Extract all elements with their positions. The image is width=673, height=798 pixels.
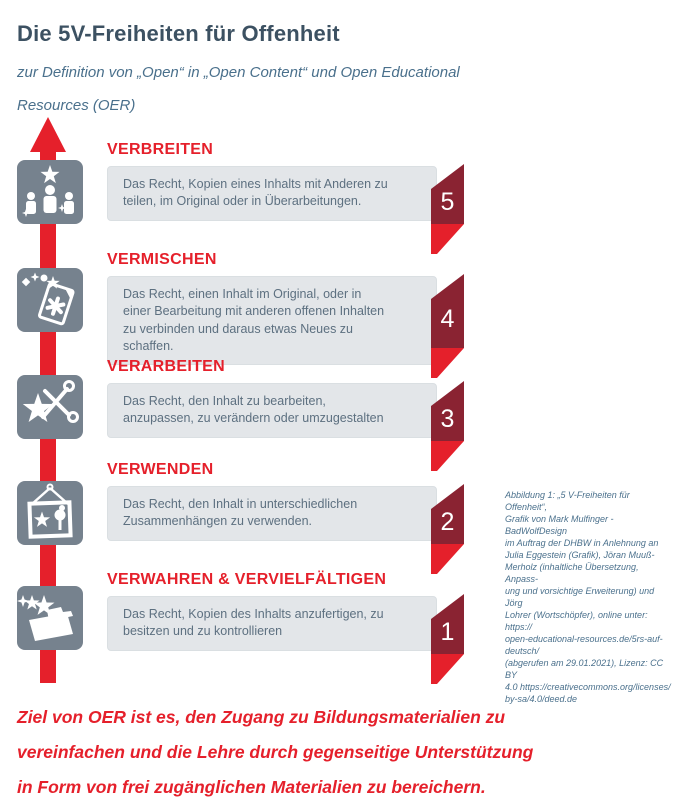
share-people-icon <box>17 160 83 224</box>
open-folder-icon <box>17 586 83 650</box>
number-badge-4: 4 <box>431 274 464 378</box>
section-body-text: Das Recht, Kopien des Inhalts anzufertig… <box>123 607 384 639</box>
star-scissors-icon <box>17 375 83 439</box>
section-body-box: Das Recht, Kopien eines Inhalts mit Ande… <box>107 164 464 254</box>
section-body-box: Das Recht, einen Inhalt im Original, ode… <box>107 274 464 378</box>
badge-number: 5 <box>440 188 455 216</box>
section-body-text: Das Recht, Kopien eines Inhalts mit Ande… <box>123 177 388 209</box>
section-verarbeiten: VERARBEITEN Das Recht, den Inhalt zu bea… <box>107 358 464 471</box>
section-body-text: Das Recht, einen Inhalt im Original, ode… <box>123 287 385 353</box>
section-title: VERARBEITEN <box>107 358 225 375</box>
section-title: VERWAHREN & VERVIELFÄLTIGEN <box>107 571 387 588</box>
section-verwenden: VERWENDEN Das Recht, den Inhalt in unter… <box>107 461 464 574</box>
section-body-text: Das Recht, den Inhalt zu bearbeiten, anz… <box>123 394 384 426</box>
section-title: VERBREITEN <box>107 141 214 158</box>
number-badge-2: 2 <box>431 484 464 574</box>
badge-number: 4 <box>440 305 455 333</box>
section-verbreiten: VERBREITEN Das Recht, Kopien eines Inhal… <box>107 141 464 254</box>
badge-number: 3 <box>440 405 455 433</box>
page-subtitle: zur Definition von „Open“ in „Open Conte… <box>17 64 460 114</box>
section-title: VERWENDEN <box>107 461 214 478</box>
oer-goal-statement: Ziel von OER ist es, den Zugang zu Bildu… <box>17 707 534 797</box>
section-verwahren-vervielfaeltigen: VERWAHREN & VERVIELFÄLTIGEN Das Recht, K… <box>107 571 464 684</box>
number-badge-5: 5 <box>431 164 464 254</box>
picture-frame-icon <box>17 481 83 545</box>
badge-number: 1 <box>440 618 455 646</box>
figure-attribution-caption: Abbildung 1: „5 V-Freiheiten für Offenhe… <box>505 490 671 704</box>
section-title: VERMISCHEN <box>107 251 217 268</box>
page-title: Die 5V-Freiheiten für Offenheit <box>17 20 340 46</box>
mix-document-icon <box>17 268 83 332</box>
section-body-box: Das Recht, den Inhalt zu bearbeiten, anz… <box>107 381 464 471</box>
badge-number: 2 <box>440 508 455 536</box>
section-body-box: Das Recht, Kopien des Inhalts anzufertig… <box>107 594 464 684</box>
section-body-box: Das Recht, den Inhalt in unterschiedlich… <box>107 484 464 574</box>
number-badge-3: 3 <box>431 381 464 471</box>
section-vermischen: VERMISCHEN Das Recht, einen Inhalt im Or… <box>107 251 464 378</box>
section-body-text: Das Recht, den Inhalt in unterschiedlich… <box>123 497 358 529</box>
arrow-head-icon <box>30 117 66 152</box>
number-badge-1: 1 <box>431 594 464 684</box>
